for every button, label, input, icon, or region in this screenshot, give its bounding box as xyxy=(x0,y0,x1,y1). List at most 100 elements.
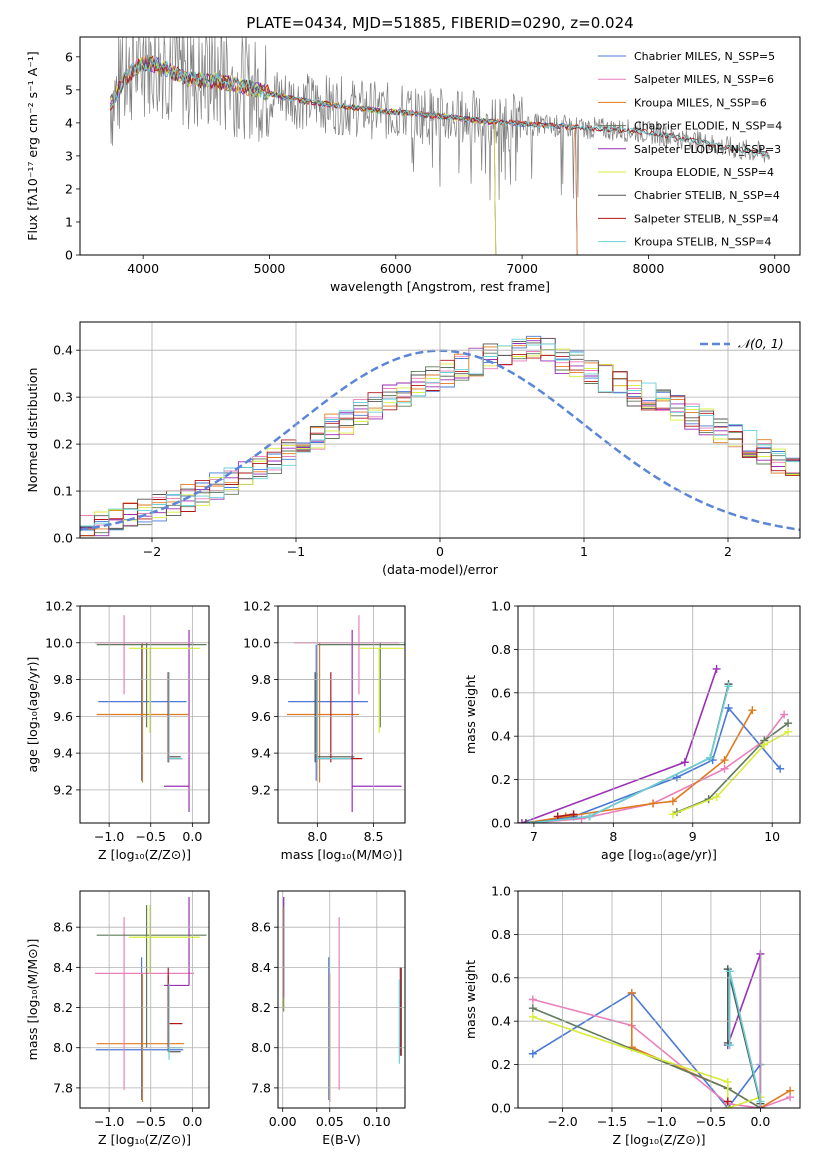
series-marker-orange xyxy=(649,799,658,808)
y-tick-label: 10.2 xyxy=(243,599,271,614)
errorbar-point-cyan xyxy=(316,672,352,763)
errorbar-point-cyan xyxy=(168,983,183,1060)
x-axis-label: Z [log₁₀(Z/Z⊙)] xyxy=(613,1132,706,1147)
y-tick-label: 9.2 xyxy=(53,782,73,797)
errorbar-point-pink xyxy=(94,615,195,695)
y-tick-label: 9.4 xyxy=(53,746,73,761)
chart-mass-weight-vs-metallicity: −2.0 −1.5 −1.0 −0.5 0.0 0.0 0.2 0.4 0.6 0.8 1.0 Z [… xyxy=(463,884,801,1147)
series-marker-red xyxy=(569,810,578,819)
legend-entry: Salpeter ELODIE, N_SSP=3 xyxy=(634,143,781,156)
y-tick-label: 0.3 xyxy=(53,390,73,405)
y-tick-label: 6 xyxy=(65,49,73,64)
plot-area xyxy=(518,664,793,823)
x-tick-label: 0.10 xyxy=(363,1114,391,1129)
y-tick-label: 0.4 xyxy=(491,1014,511,1029)
y-tick-label: 7.8 xyxy=(53,1080,73,1095)
panels: 4000 5000 6000 7000 8000 9000 0 1 2 3 4 5 6 wavelengt… xyxy=(25,36,801,1147)
plot-area xyxy=(109,37,771,255)
errorbar-point-cyan xyxy=(168,672,183,763)
y-tick-label: 0.2 xyxy=(491,772,511,787)
y-tick-label: 0.0 xyxy=(53,531,73,546)
series-marker-pink xyxy=(780,710,789,719)
plot-area xyxy=(94,897,207,1102)
x-tick-label: 8.5 xyxy=(364,829,384,844)
y-tick-label: 0.4 xyxy=(53,343,73,358)
series-marker-yellow xyxy=(712,792,721,801)
x-tick-label: 6000 xyxy=(380,261,412,276)
errorbar-point-orange xyxy=(96,973,185,1102)
series-marker-cyan xyxy=(725,967,734,976)
axes-frame xyxy=(277,605,406,824)
y-axis-label: Normed distribution xyxy=(25,368,40,493)
errorbar-point-purple xyxy=(164,629,190,812)
series-line-yellow xyxy=(532,1016,761,1108)
y-tick-label: 0.8 xyxy=(491,642,511,657)
series-marker-blue xyxy=(528,1049,537,1058)
y-tick-label: 0.2 xyxy=(491,1057,511,1072)
errorbar-point-pink xyxy=(293,615,400,695)
y-tick-label: 3 xyxy=(65,148,73,163)
x-axis-label: mass [log₁₀(M/M⊙)] xyxy=(281,847,403,862)
chart-age-vs-mass: 8.0 8.5 9.2 9.4 9.6 9.8 10.0 10.2 mass [log₁₀(M/… xyxy=(243,599,406,862)
histogram-gray xyxy=(80,337,800,529)
model-line-green xyxy=(109,56,497,255)
chart-mass-vs-extinction: 0.00 0.05 0.10 7.8 8.0 8.2 8.4 8.6 E(B-V) xyxy=(251,890,406,1147)
x-tick-label: −1.5 xyxy=(597,1114,627,1129)
errorbar-point-yellow xyxy=(358,647,404,733)
legend-entry: 𝒩(0, 1) xyxy=(738,336,784,351)
series-line-gray xyxy=(525,683,730,823)
x-tick-label: −0.5 xyxy=(696,1114,726,1129)
errorbar-point-green xyxy=(317,642,405,728)
series-marker-pink xyxy=(720,764,729,773)
x-tick-label: 9000 xyxy=(759,261,791,276)
legend-entry: Chabrier STELIB, N_SSP=4 xyxy=(634,189,780,202)
legend-entry: Chabrier ELODIE, N_SSP=4 xyxy=(634,120,782,133)
y-tick-label: 8.0 xyxy=(53,1040,73,1055)
x-tick-label: 7 xyxy=(530,829,538,844)
x-tick-label: 4000 xyxy=(127,261,159,276)
errorbar-point-yellow xyxy=(129,647,200,733)
errorbar-point-green xyxy=(96,642,207,728)
y-tick-label: 10.0 xyxy=(243,635,271,650)
series-marker-yellow xyxy=(528,1012,537,1021)
x-tick-label: −1.0 xyxy=(94,829,124,844)
errorbar-point-orange xyxy=(286,642,359,783)
y-tick-label: 0.8 xyxy=(491,927,511,942)
x-tick-label: −0.5 xyxy=(136,829,166,844)
y-tick-label: 8.6 xyxy=(251,920,271,935)
x-tick-label: 7000 xyxy=(506,261,538,276)
series-marker-pink xyxy=(528,995,537,1004)
plot-area xyxy=(282,897,402,1102)
series-marker-blue xyxy=(776,764,785,773)
errorbar-point-gray xyxy=(167,672,181,763)
errorbar-point-red xyxy=(317,672,363,763)
series-marker-yellow xyxy=(723,1077,732,1086)
series-marker-gray xyxy=(521,819,530,823)
series-line-cyan xyxy=(529,686,730,823)
axes-frame xyxy=(79,605,210,824)
y-tick-label: 7.8 xyxy=(251,1080,271,1095)
series-line-yellow xyxy=(672,731,789,816)
x-axis-label: age [log₁₀(age/yr)] xyxy=(601,847,717,862)
series-line-green xyxy=(532,1007,761,1108)
y-tick-label: 8.4 xyxy=(251,960,271,975)
model-line-orange xyxy=(109,55,579,255)
axes-frame xyxy=(517,890,801,1109)
x-tick-label: 2 xyxy=(724,544,732,559)
series-marker-purple xyxy=(680,758,689,767)
series-marker-orange xyxy=(786,1086,795,1095)
x-tick-label: 0.0 xyxy=(182,829,202,844)
legend-entry: Salpeter STELIB, N_SSP=4 xyxy=(634,212,779,225)
series-marker-cyan xyxy=(724,682,733,691)
series-marker-red xyxy=(723,1097,732,1106)
y-tick-label: 0 xyxy=(65,248,73,263)
y-tick-label: 8.2 xyxy=(251,1000,271,1015)
series-marker-orange xyxy=(627,988,636,997)
y-tick-label: 8.2 xyxy=(53,1000,73,1015)
y-tick-label: 0.0 xyxy=(491,816,511,831)
y-tick-label: 9.4 xyxy=(251,746,271,761)
plot-area xyxy=(80,335,800,537)
x-axis-label: Z [log₁₀(Z/Z⊙)] xyxy=(98,1132,191,1147)
series-marker-red xyxy=(553,812,562,821)
